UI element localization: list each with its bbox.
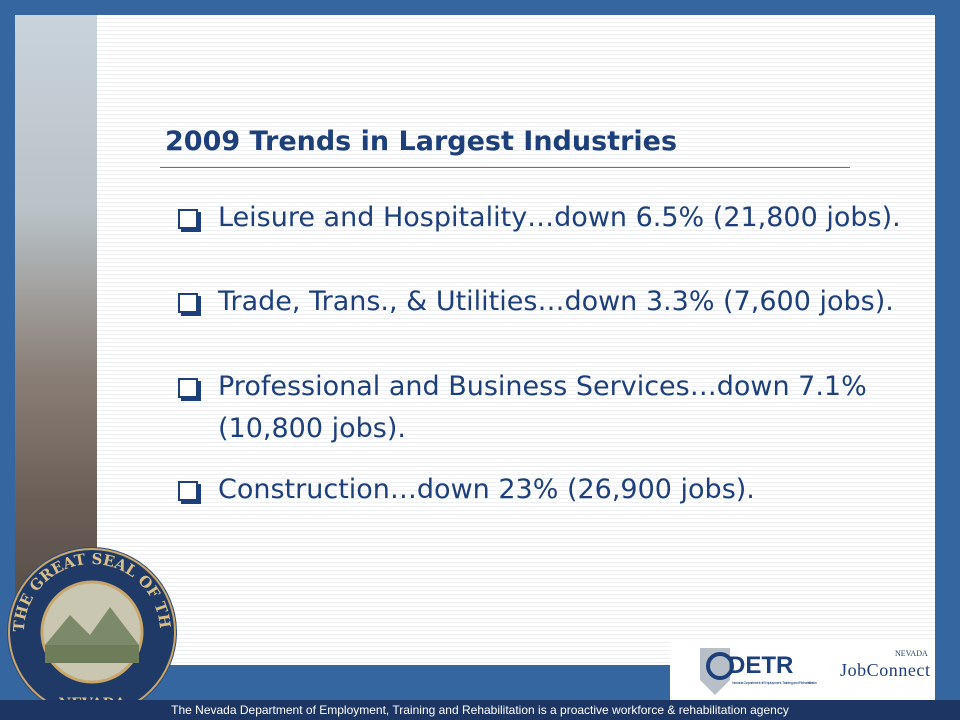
- seal-mountains: [45, 607, 139, 645]
- bullet-text: Professional and Business Services…down …: [218, 371, 867, 444]
- bullet: Leisure and Hospitality…down 6.5% (21,80…: [178, 197, 908, 239]
- bullet: Professional and Business Services…down …: [178, 366, 908, 450]
- logo-panel: DETR Nevada Department of Employment, Tr…: [670, 640, 935, 700]
- bullet-text: Construction…down 23% (26,900 jobs).: [218, 474, 755, 505]
- footer: The Nevada Department of Employment, Tra…: [0, 700, 960, 720]
- jobconnect-logo: JobConnect: [840, 660, 930, 680]
- nevada-label: NEVADA: [895, 649, 928, 658]
- bullet: Construction…down 23% (26,900 jobs).: [178, 469, 908, 511]
- bullet-text: Leisure and Hospitality…down 6.5% (21,80…: [218, 202, 901, 233]
- bullet-text: Trade, Trans., & Utilities…down 3.3% (7,…: [218, 286, 894, 317]
- state-seal: THE GREAT SEAL OF THE STATE OF NEVADA AL…: [5, 545, 177, 717]
- content-area: [97, 15, 935, 665]
- detr-logo: DETR: [728, 652, 793, 679]
- detr-subtitle: Nevada Department of Employment, Trainin…: [732, 680, 817, 685]
- slide-title: 2009 Trends in Largest Industries: [165, 126, 678, 157]
- seal-ground: [45, 645, 139, 663]
- bullet: Trade, Trans., & Utilities…down 3.3% (7,…: [178, 281, 908, 323]
- logos: DETR Nevada Department of Employment, Tr…: [700, 648, 930, 695]
- detr-ring: [706, 652, 734, 680]
- title-rule: [160, 167, 850, 168]
